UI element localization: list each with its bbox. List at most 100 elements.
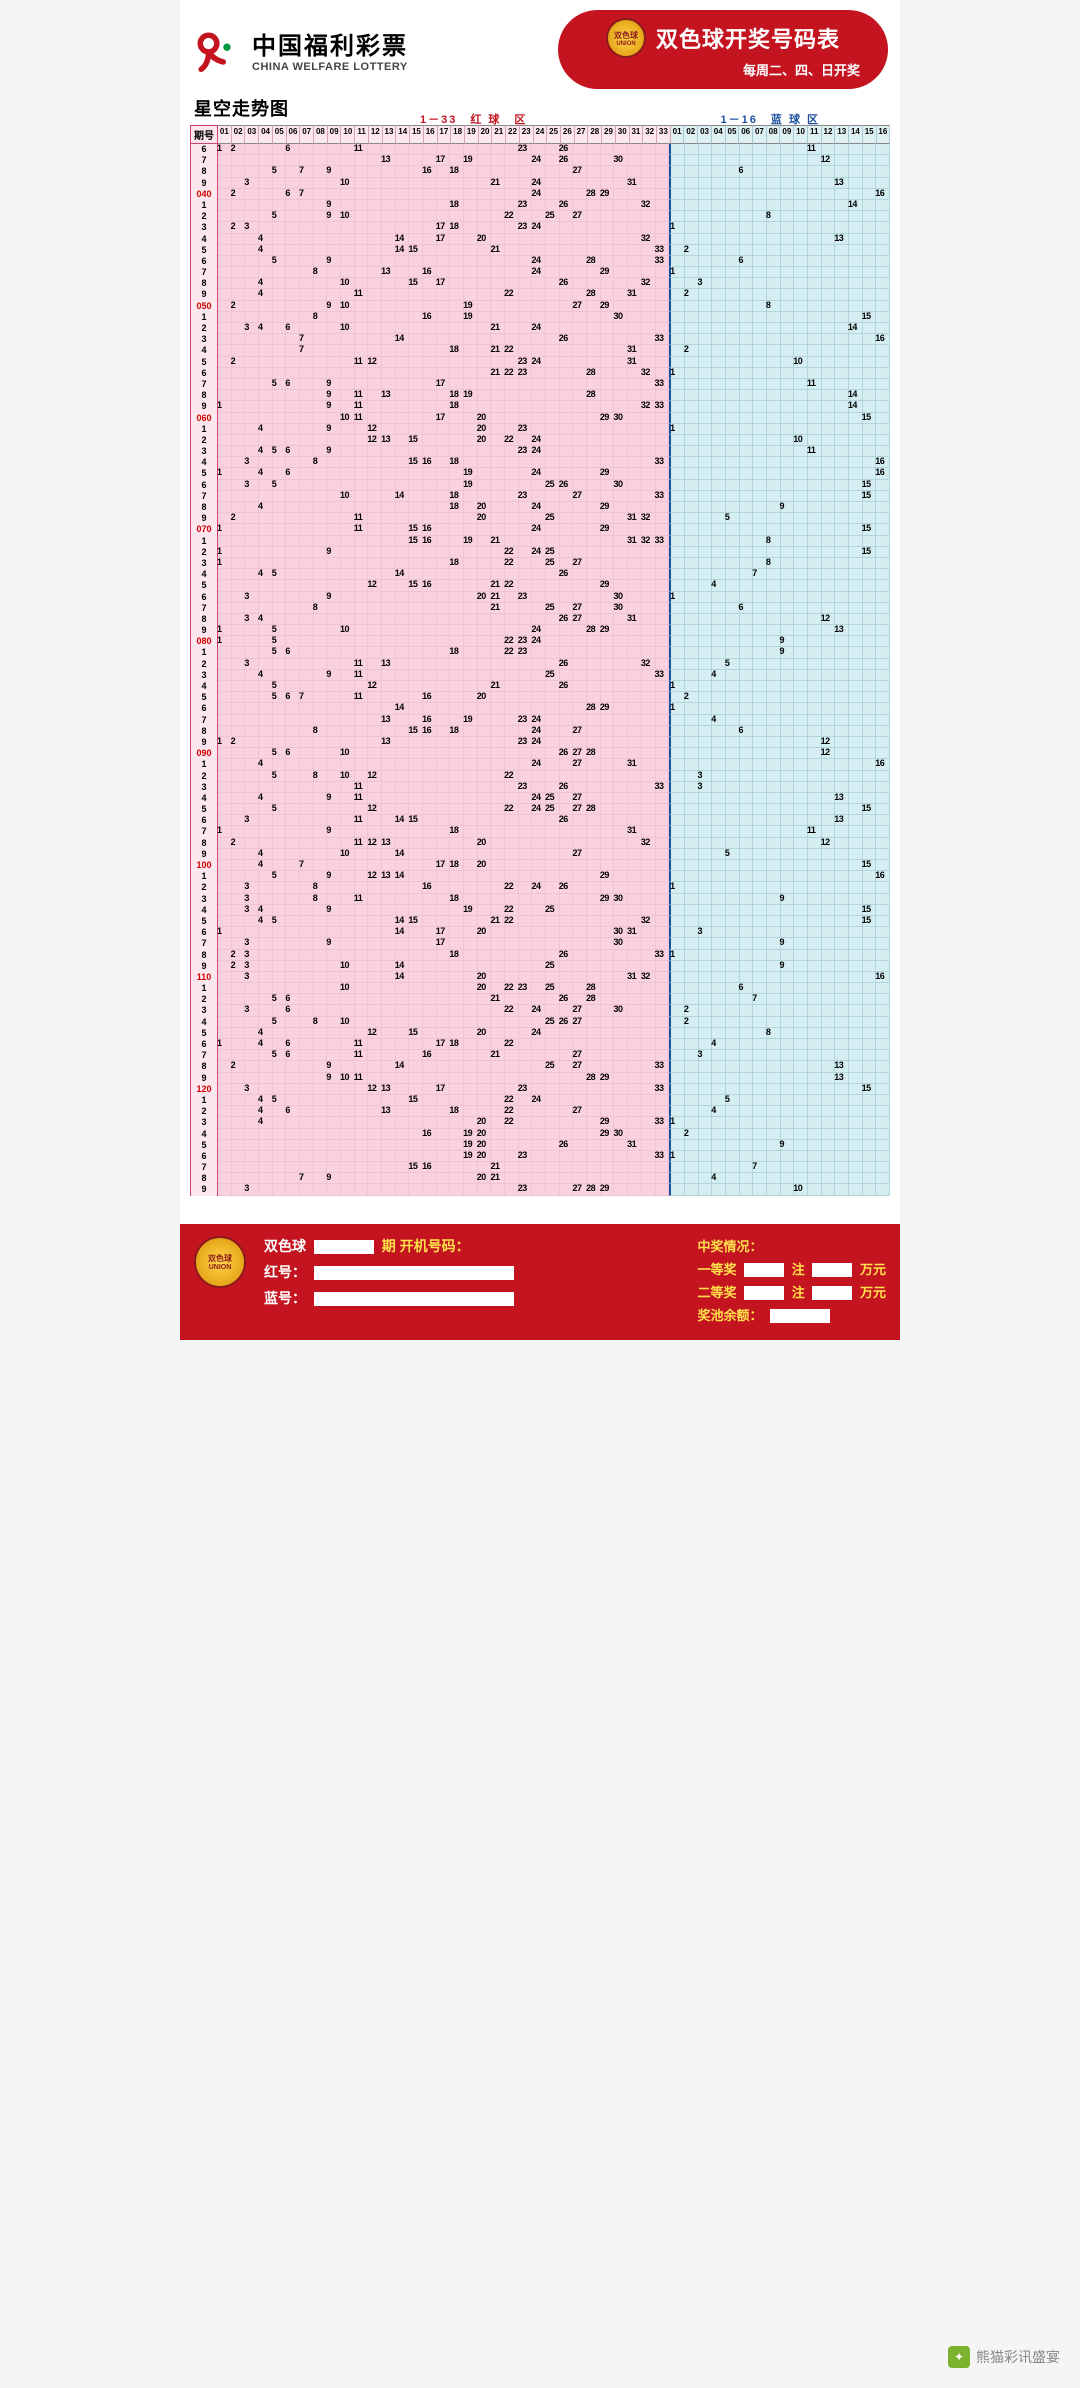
trend-row: 5512222425272815 — [190, 804, 890, 815]
red-ball: 20 — [477, 1150, 486, 1161]
col-blue-4: 04 — [712, 125, 726, 144]
col-red-3: 03 — [245, 125, 259, 144]
red-ball: 26 — [559, 199, 568, 210]
red-ball: 20 — [477, 837, 486, 848]
blue-ball: 1 — [670, 1116, 675, 1127]
col-red-15: 15 — [410, 125, 424, 144]
blue-ball: 4 — [711, 1105, 716, 1116]
red-ball: 24 — [531, 624, 540, 635]
col-red-25: 25 — [547, 125, 561, 144]
red-ball: 16 — [422, 1161, 431, 1172]
issue-label: 7 — [190, 267, 218, 278]
issue-label: 5 — [190, 804, 218, 815]
blank-red — [314, 1266, 514, 1280]
blue-ball: 3 — [698, 781, 703, 792]
red-ball: 9 — [326, 1072, 331, 1083]
issue-label: 9 — [190, 849, 218, 860]
issue-label: 2 — [190, 994, 218, 1005]
blue-ball: 15 — [862, 1083, 871, 1094]
red-ball: 27 — [572, 602, 581, 613]
trend-row: 338111829309 — [190, 894, 890, 905]
red-ball: 22 — [504, 288, 513, 299]
issue-label: 2 — [190, 323, 218, 334]
red-ball: 17 — [436, 154, 445, 165]
blue-ball: 5 — [725, 848, 730, 859]
red-ball: 2 — [231, 1060, 236, 1071]
red-ball: 17 — [436, 1083, 445, 1094]
brand-title-en: CHINA WELFARE LOTTERY — [252, 61, 408, 73]
red-ball: 7 — [299, 691, 304, 702]
red-ball: 4 — [258, 1116, 263, 1127]
red-ball: 4 — [258, 915, 263, 926]
blue-ball: 1 — [670, 266, 675, 277]
red-ball: 23 — [518, 356, 527, 367]
red-ball: 28 — [586, 389, 595, 400]
red-ball: 23 — [518, 714, 527, 725]
issue-label: 1 — [190, 871, 218, 882]
red-ball: 9 — [326, 546, 331, 557]
red-ball: 7 — [299, 333, 304, 344]
blue-ball: 6 — [739, 165, 744, 176]
red-ball: 4 — [258, 322, 263, 333]
issue-label: 7 — [190, 1162, 218, 1173]
issue-label: 3 — [190, 558, 218, 569]
trend-row: 631114152613 — [190, 815, 890, 826]
trend-row: 8291425273313 — [190, 1061, 890, 1072]
blue-ball: 5 — [725, 1094, 730, 1105]
red-ball: 5 — [272, 210, 277, 221]
red-ball: 5 — [272, 691, 277, 702]
trend-row: 21922242515 — [190, 547, 890, 558]
red-ball: 10 — [340, 982, 349, 993]
issue-label: 7 — [190, 603, 218, 614]
blue-ball: 1 — [670, 1150, 675, 1161]
issue-label: 9 — [190, 289, 218, 300]
trend-row: 94112228312 — [190, 289, 890, 300]
red-ball: 27 — [572, 1060, 581, 1071]
red-ball: 24 — [531, 434, 540, 445]
col-blue-13: 13 — [835, 125, 849, 144]
blue-ball: 11 — [807, 143, 816, 154]
red-ball: 15 — [408, 456, 417, 467]
red-ball: 5 — [272, 568, 277, 579]
red-ball: 29 — [600, 1183, 609, 1194]
trend-row: 336222427302 — [190, 1005, 890, 1016]
red-ball: 33 — [655, 1150, 664, 1161]
red-ball: 8 — [313, 456, 318, 467]
red-ball: 22 — [504, 915, 513, 926]
blue-ball: 4 — [711, 669, 716, 680]
red-ball: 14 — [395, 915, 404, 926]
red-ball: 23 — [518, 591, 527, 602]
red-ball: 27 — [572, 792, 581, 803]
red-ball: 22 — [504, 1004, 513, 1015]
red-ball: 11 — [354, 143, 363, 154]
red-ball: 14 — [395, 333, 404, 344]
red-ball: 30 — [613, 937, 622, 948]
trend-row: 8410151726323 — [190, 278, 890, 289]
issue-label: 4 — [190, 569, 218, 580]
red-ball: 31 — [627, 926, 636, 937]
red-ball: 3 — [244, 904, 249, 915]
issue-label: 5 — [190, 245, 218, 256]
col-red-7: 07 — [300, 125, 314, 144]
red-ball: 32 — [641, 915, 650, 926]
trend-row: 1424273116 — [190, 759, 890, 770]
prize-row-1: 一等奖 注 万元 — [697, 1259, 886, 1278]
red-ball: 23 — [518, 423, 527, 434]
footer-panel: 双色球 UNION 双色球 期 开机号码： 红号： 蓝号： 中奖情况： 一等奖 — [180, 1224, 900, 1340]
trend-row: 1451522245 — [190, 1095, 890, 1106]
red-ball: 17 — [436, 937, 445, 948]
trend-row: 514619242916 — [190, 468, 890, 479]
col-blue-11: 11 — [808, 125, 822, 144]
red-ball: 2 — [231, 949, 236, 960]
issue-label: 2 — [190, 882, 218, 893]
red-ball: 17 — [436, 926, 445, 937]
blue-ball: 6 — [739, 602, 744, 613]
issue-label: 3 — [190, 334, 218, 345]
issue-label: 9 — [190, 178, 218, 189]
red-ball: 27 — [572, 165, 581, 176]
red-ball: 21 — [490, 591, 499, 602]
red-ball: 3 — [244, 479, 249, 490]
red-ball: 30 — [613, 412, 622, 423]
col-red-18: 18 — [451, 125, 465, 144]
red-ball: 19 — [463, 904, 472, 915]
